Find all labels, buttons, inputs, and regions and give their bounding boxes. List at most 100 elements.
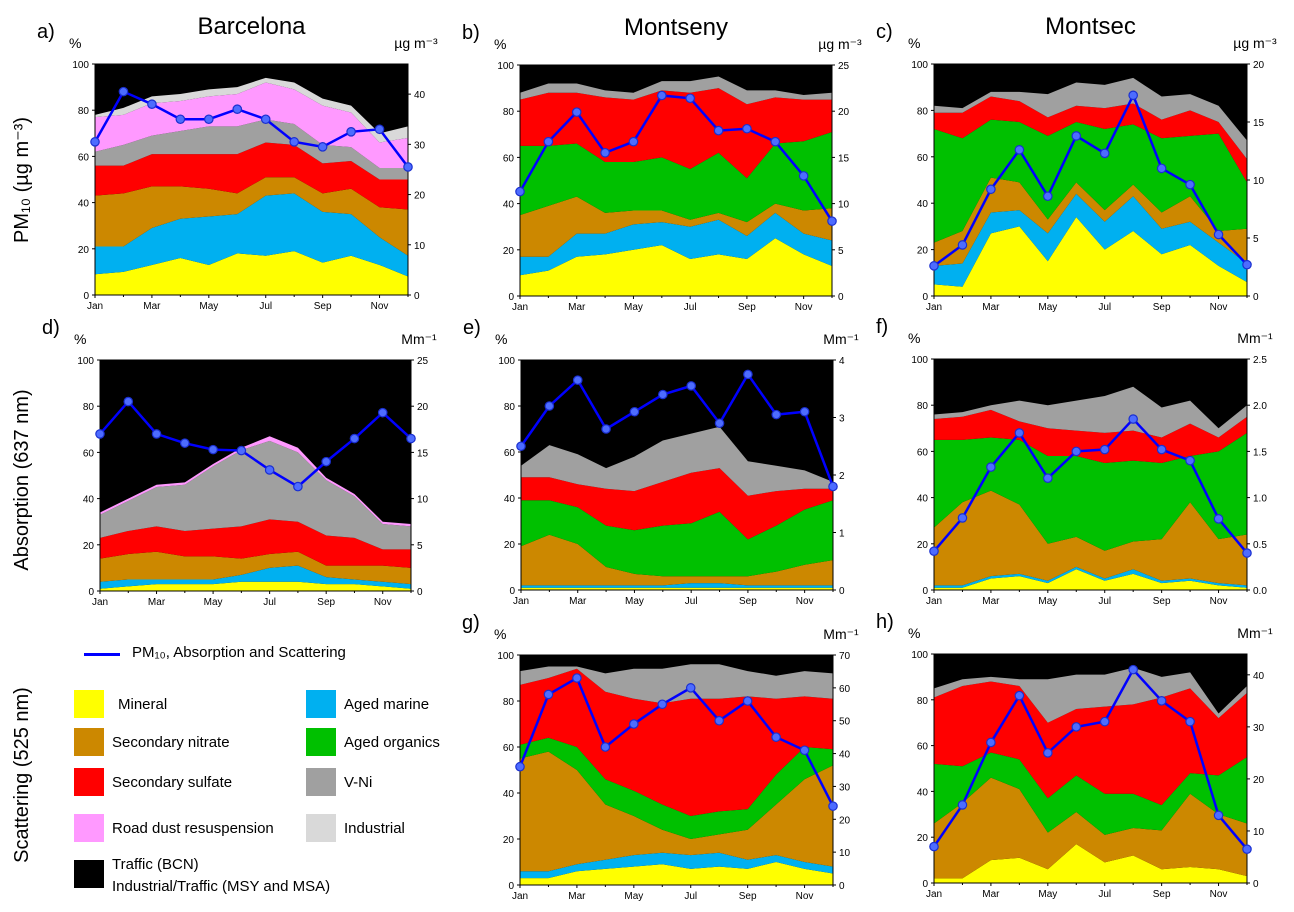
y2-tick-label: 30 [1253,723,1265,734]
series-line [518,676,835,807]
y2-tick-label: 40 [414,90,426,101]
line-point [346,126,356,137]
panel-label: e) [463,317,481,339]
line-point [827,216,837,226]
area-secondary-sulfate [520,88,832,179]
area-aged-organics [520,131,832,223]
line-point [1213,810,1224,821]
series-line [518,94,834,222]
series-line [932,667,1248,850]
line-point [1185,179,1195,190]
y2-tick-label: 20 [1253,775,1265,786]
area-secondary-nitrate [934,490,1247,586]
left-unit: % [495,331,507,347]
line-point [118,86,129,97]
x-tick-label: May [1038,596,1057,607]
area-aged-organics [934,432,1247,551]
x-tick-label: Jan [926,302,942,313]
area-secondary-sulfate [95,142,408,210]
panel-label: a) [37,21,55,43]
line-point [686,381,696,391]
y-tick-label: 0 [922,586,928,597]
line-point [1043,748,1053,758]
area-v-ni [934,386,1247,438]
panel-label: h) [876,611,894,633]
x-tick-label: Jan [513,596,529,607]
line-point [770,136,781,147]
area-secondary-nitrate [95,177,408,256]
legend: PM₁₀, Absorption and Scattering Mineral … [74,638,494,908]
y2-tick-label: 2.5 [1253,355,1267,366]
series-line [933,417,1248,554]
y-tick-label: 80 [917,106,929,117]
plot-frame [99,359,412,592]
line-point [1014,690,1025,701]
line-point [929,261,939,271]
y2-tick-label: 15 [838,153,850,164]
area-aged-organics [521,500,833,577]
line-point [1185,716,1195,727]
line-point [572,375,583,385]
line-point [828,481,838,492]
line-point [95,429,105,439]
panel-g: 0 20 40 60 80 100 0 10 20 30 40 50 60 70 Jan Mar May Jul S… [462,612,859,902]
y-tick-label: 20 [78,245,90,256]
x-tick-label: Jul [259,301,272,312]
line-point [929,546,939,556]
legend-label: Mineral [118,696,168,713]
y-tick-label: 80 [78,106,90,117]
y2-tick-label: 0 [1253,292,1259,303]
line-point [1043,473,1053,483]
area-secondary-sulfate [934,409,1247,463]
line-point [1014,428,1025,438]
line-point [957,513,968,523]
plot-frame [519,64,833,297]
y2-tick-label: 0.5 [1253,540,1267,551]
line-point [1128,664,1138,675]
x-tick-label: Jul [1098,302,1111,313]
y2-tick-label: 5 [838,246,844,257]
area-v-ni [100,440,411,550]
area-secondary-nitrate [100,551,411,585]
line-point [543,136,554,147]
line-point [929,841,939,852]
x-tick-label: May [204,597,223,608]
panel-b: 0 20 40 60 80 100 0 5 10 15 20 25 Jan Mar May Jul Sep Nov… [462,14,862,313]
y2-tick-label: 4 [839,356,845,367]
area-aged-marine [100,565,411,589]
x-tick-label: May [1038,889,1057,900]
y-tick-label: 20 [917,540,929,551]
x-tick-label: Sep [1153,596,1171,607]
x-tick-label: Sep [739,596,757,607]
x-tick-label: Mar [982,302,1000,313]
line-point [175,114,186,125]
line-point [600,147,610,158]
y-tick-label: 20 [503,835,515,846]
panel-title: Barcelona [197,13,306,40]
y-tick-label: 40 [503,200,515,211]
right-unit: Mm⁻¹ [823,331,859,347]
y2-tick-label: 1 [839,529,845,540]
panel-label: c) [876,21,893,43]
legend-label: V-Ni [344,774,373,791]
y2-tick-label: 10 [417,495,429,506]
panel-f: 0 20 40 60 80 100 0.0 0.5 1.0 1.5 2.0 2.5 Jan Mar May J… [876,316,1273,607]
y-tick-label: 60 [917,447,929,458]
y2-tick-label: 1.5 [1253,447,1267,458]
x-tick-label: Mar [143,301,161,312]
y2-tick-label: 0 [417,587,423,598]
y-tick-label: 100 [911,650,928,661]
panel-label: g) [462,612,480,634]
panel-h: 0 20 40 60 80 100 0 10 20 30 40 Jan Mar May Jul Sep Nov h… [876,611,1273,900]
series-line [99,399,412,489]
y-tick-label: 40 [504,494,516,505]
x-tick-label: Mar [982,889,1000,900]
x-tick-label: Jul [684,302,697,313]
line-point [374,124,385,135]
y-tick-label: 0 [508,881,514,892]
x-tick-label: Nov [795,302,813,313]
area-secondary-nitrate [520,751,833,872]
line-point [377,407,388,418]
line-point [264,465,275,475]
y2-tick-label: 0 [1253,879,1259,890]
